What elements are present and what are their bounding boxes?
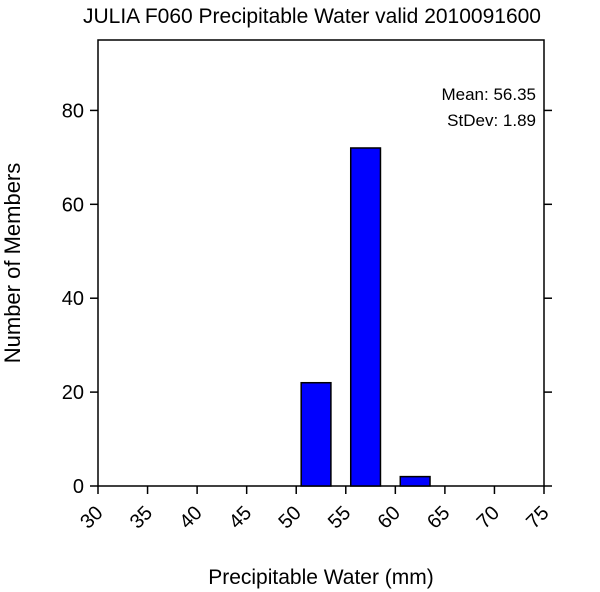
y-tick-label: 40 xyxy=(62,288,84,310)
y-tick-label: 60 xyxy=(62,194,84,216)
x-tick-label: 40 xyxy=(175,502,206,533)
x-tick-label: 55 xyxy=(324,502,355,533)
x-tick-label: 35 xyxy=(126,502,157,533)
histogram-bar-2 xyxy=(349,147,382,487)
x-tick-label: 50 xyxy=(274,502,305,533)
x-tick-label: 30 xyxy=(76,502,107,533)
y-axis-label: Number of Members xyxy=(0,163,25,364)
y-tick-label: 80 xyxy=(62,100,84,122)
mean-annotation: Mean: 56.35 xyxy=(441,85,536,104)
histogram-bar-3 xyxy=(399,475,431,487)
x-tick-label: 70 xyxy=(473,502,504,533)
histogram-bar-1 xyxy=(300,381,332,487)
x-tick-label: 60 xyxy=(374,502,405,533)
x-tick-label: 45 xyxy=(225,502,256,533)
y-tick-label: 0 xyxy=(73,476,84,498)
y-tick-label: 20 xyxy=(62,382,84,404)
x-axis-label: Precipitable Water (mm) xyxy=(208,566,434,589)
chart-title: JULIA F060 Precipitable Water valid 2010… xyxy=(83,5,541,28)
x-tick-label: 65 xyxy=(423,502,454,533)
stdev-annotation: StDev: 1.89 xyxy=(447,111,536,130)
x-tick-label: 75 xyxy=(522,502,553,533)
